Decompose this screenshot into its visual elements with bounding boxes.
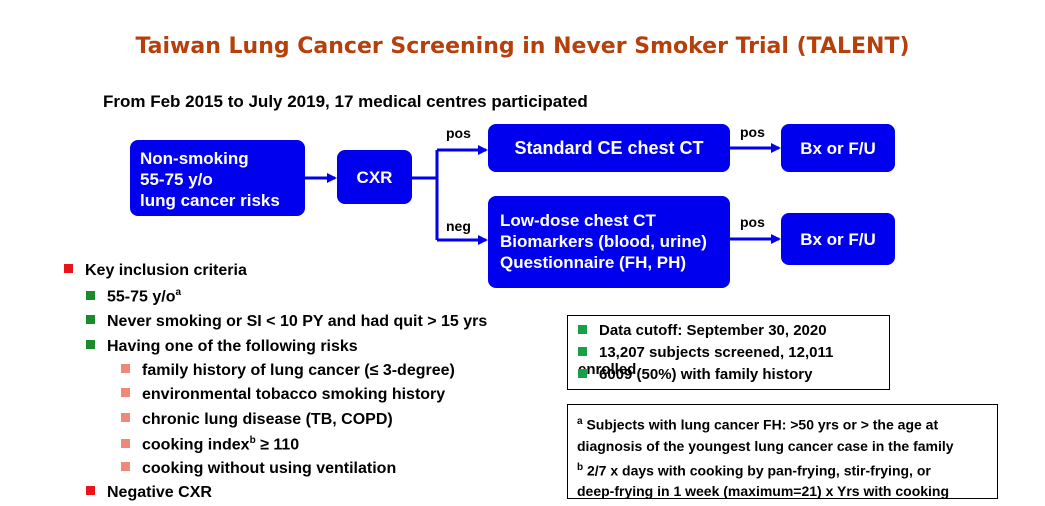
footnote-a-marker: a	[175, 287, 182, 298]
bullet-square-icon	[578, 346, 587, 356]
criteria-risks-heading: Having one of the following risks	[86, 338, 358, 356]
criteria-heading: Key inclusion criteria	[64, 262, 247, 280]
footnote-b-mark: b	[577, 461, 584, 473]
bullet-square-icon	[86, 315, 95, 325]
box-non-smoking-line1: Non-smoking	[140, 149, 249, 168]
footnote-b-marker: b	[249, 435, 256, 446]
cutoff-line-text: 6009 (50%) with family history	[599, 366, 813, 383]
footnote-b-text: 2/7 x days with cooking by pan-frying, s…	[583, 462, 931, 479]
label-pos-standard: pos	[740, 124, 765, 140]
footnote-a: a Subjects with lung cancer FH: >50 yrs …	[577, 411, 988, 436]
footnote-a-mark: a	[577, 416, 583, 427]
label-pos-cxr: pos	[446, 125, 471, 141]
bullet-square-icon	[86, 340, 95, 350]
box-low-dose-line3: Questionnaire (FH, PH)	[500, 253, 687, 272]
bullet-square-icon	[121, 462, 130, 472]
slide-subtitle: From Feb 2015 to July 2019, 17 medical c…	[103, 92, 588, 111]
risk-item: cooking indexb ≥ 110	[121, 435, 299, 454]
risk-item-text: environmental tobacco smoking history	[142, 386, 446, 403]
risk-item: chronic lung disease (TB, COPD)	[121, 411, 393, 429]
criteria-never-smoking-text: Never smoking or SI < 10 PY and had quit…	[107, 313, 488, 330]
box-non-smoking: Non-smoking 55-75 y/o lung cancer risks	[130, 140, 305, 216]
criteria-age: 55-75 y/oa	[86, 287, 181, 306]
footnote-a-cont: diagnosis of the youngest lung cancer ca…	[577, 437, 954, 454]
criteria-negative-cxr: Negative CXR	[86, 484, 212, 502]
risk-item: cooking without using ventilation	[121, 460, 396, 478]
cutoff-line: 13,207 subjects screened, 12,011 enrolle…	[578, 344, 879, 378]
bullet-square-icon	[121, 388, 130, 398]
slide-title: Taiwan Lung Cancer Screening in Never Sm…	[135, 34, 910, 59]
cutoff-line: Data cutoff: September 30, 2020	[578, 322, 879, 344]
box-cxr: CXR	[337, 150, 412, 204]
label-pos-low-dose: pos	[740, 214, 765, 230]
box-non-smoking-line2: 55-75 y/o	[140, 170, 213, 189]
criteria-never-smoking: Never smoking or SI < 10 PY and had quit…	[86, 313, 487, 331]
bullet-square-icon	[578, 368, 587, 378]
cutoff-line-text: 13,207 subjects screened, 12,011 enrolle…	[578, 344, 834, 378]
footnote-b: b 2/7 x days with cooking by pan-frying,…	[577, 457, 988, 482]
risk-item: environmental tobacco smoking history	[121, 386, 445, 404]
box-low-dose-ct: Low-dose chest CT Biomarkers (blood, uri…	[488, 196, 730, 288]
risk-item-text: family history of lung cancer (≤ 3-degre…	[142, 362, 455, 379]
footnotes-box: a Subjects with lung cancer FH: >50 yrs …	[567, 404, 998, 499]
box-non-smoking-line3: lung cancer risks	[140, 191, 280, 210]
box-low-dose-line1: Low-dose chest CT	[500, 211, 656, 230]
criteria-risks-heading-text: Having one of the following risks	[107, 338, 358, 355]
box-outcome-top: Bx or F/U	[781, 124, 895, 172]
cutoff-line: 6009 (50%) with family history	[578, 366, 879, 388]
bullet-square-icon	[121, 413, 130, 423]
bullet-square-icon	[121, 364, 130, 374]
label-neg-cxr: neg	[446, 218, 471, 234]
bullet-square-icon	[86, 486, 95, 496]
box-low-dose-line2: Biomarkers (blood, urine)	[500, 232, 707, 251]
risk-item-text: cooking index	[142, 436, 250, 454]
footnote-a-text: Subjects with lung cancer FH: >50 yrs or…	[582, 416, 939, 433]
box-outcome-bottom: Bx or F/U	[781, 213, 895, 265]
criteria-negative-text: Negative CXR	[107, 484, 212, 501]
footnote-b-cont: deep-frying in 1 week (maximum=21) x Yrs…	[577, 483, 950, 500]
risk-item: family history of lung cancer (≤ 3-degre…	[121, 362, 455, 380]
criteria-age-text: 55-75 y/o	[107, 288, 176, 306]
bullet-square-icon	[121, 438, 130, 448]
criteria-heading-text: Key inclusion criteria	[85, 262, 247, 279]
bullet-square-icon	[86, 290, 95, 300]
cooking-index-threshold: ≥ 110	[255, 436, 300, 454]
bullet-square-icon	[578, 324, 587, 334]
cutoff-line-text: Data cutoff: September 30, 2020	[599, 322, 827, 339]
risk-item-text: chronic lung disease (TB, COPD)	[142, 411, 393, 428]
data-cutoff-box: Data cutoff: September 30, 2020 13,207 s…	[567, 315, 890, 390]
risk-item-text: cooking without using ventilation	[142, 460, 397, 477]
box-standard-ct: Standard CE chest CT	[488, 124, 730, 172]
bullet-square-icon	[64, 264, 73, 274]
